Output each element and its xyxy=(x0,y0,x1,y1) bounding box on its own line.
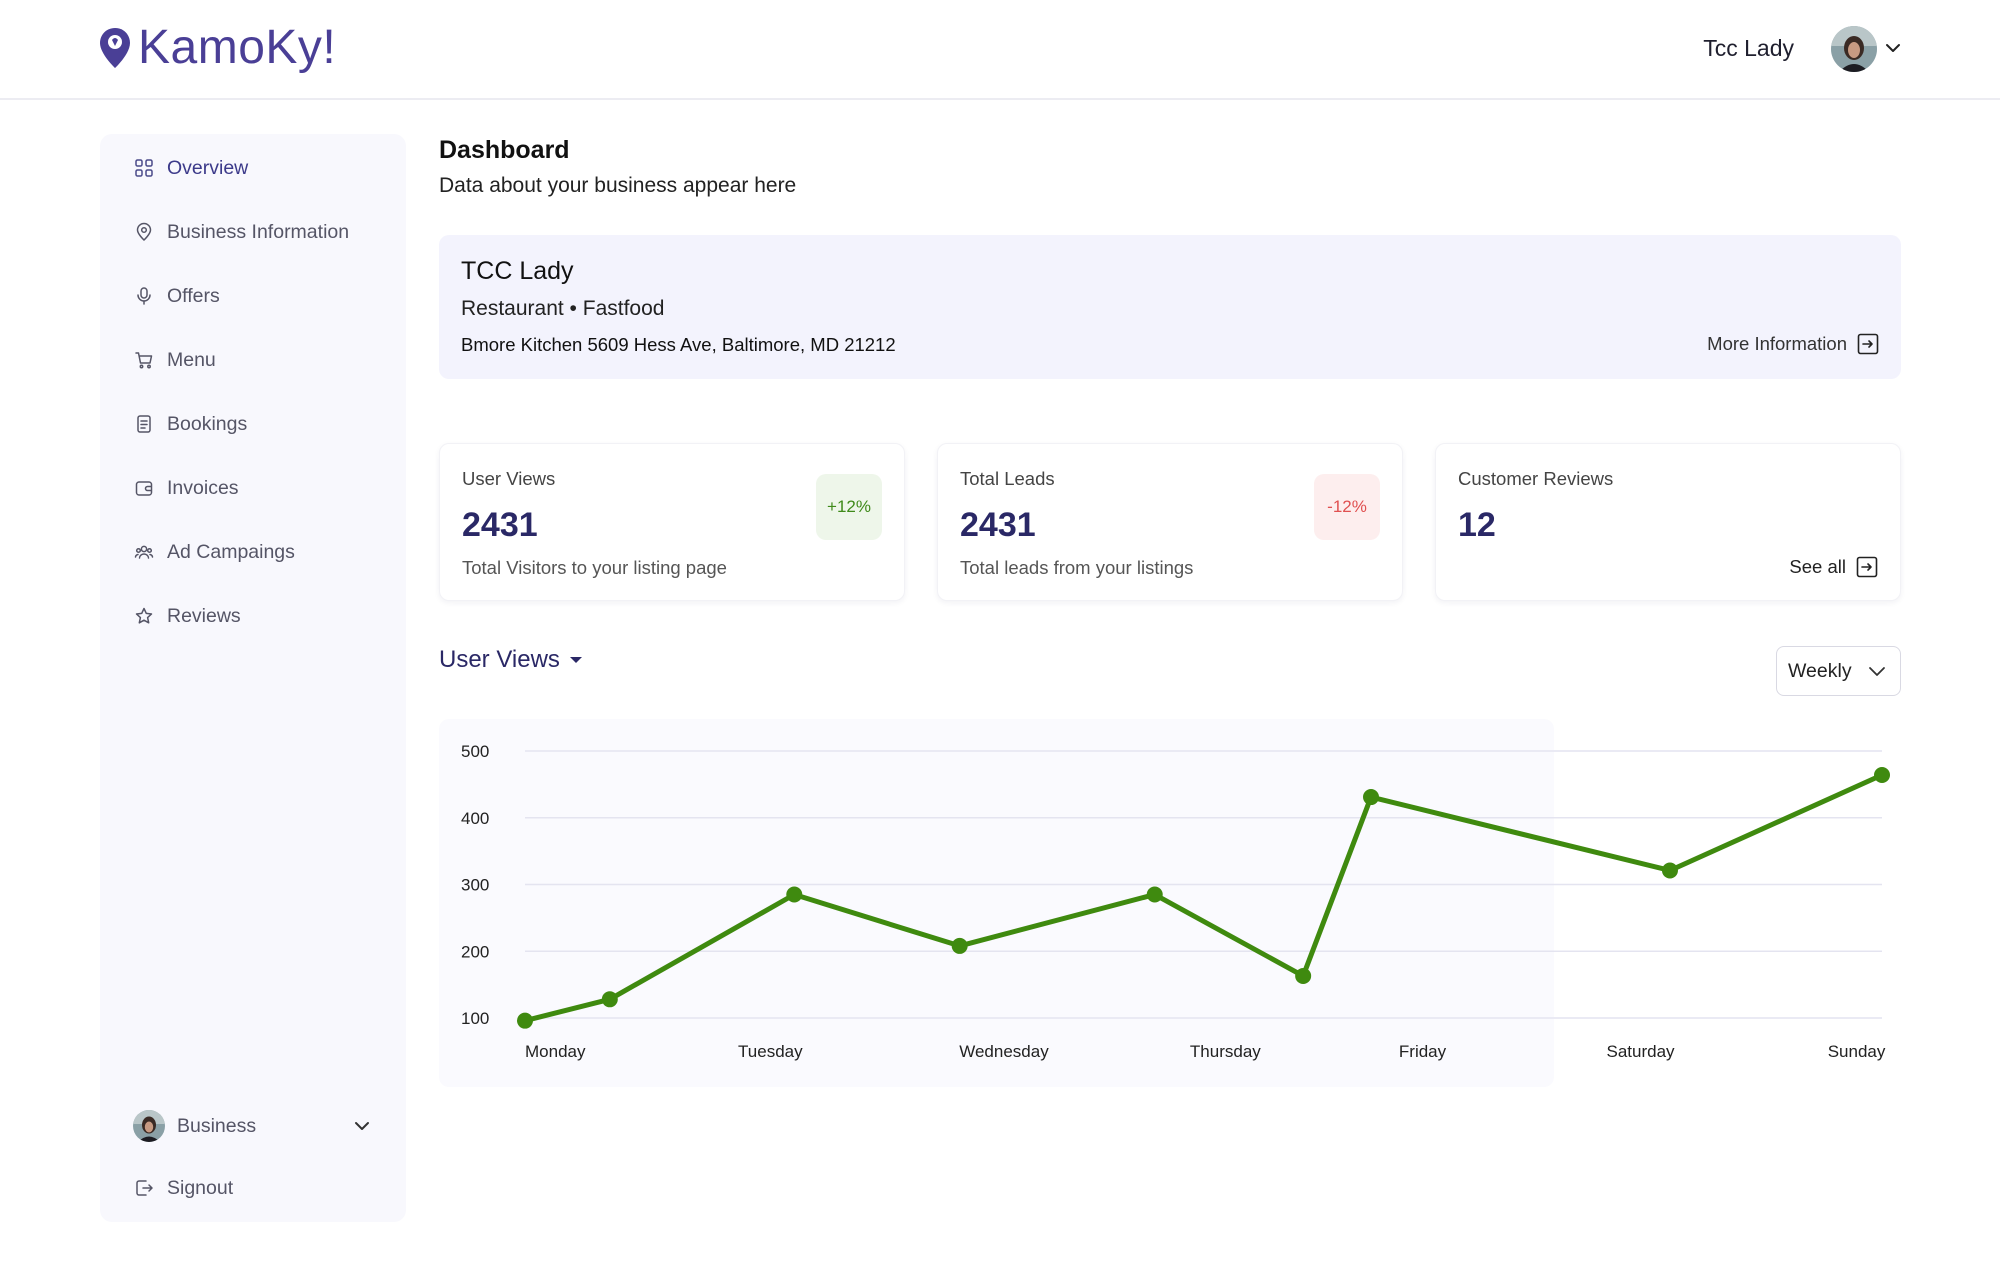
wallet-icon xyxy=(133,477,155,499)
sidebar-item-business-information[interactable]: Business Information xyxy=(100,207,406,257)
y-tick-label: 200 xyxy=(461,942,489,961)
chart-metric-selector[interactable]: User Views xyxy=(439,646,584,674)
stat-label: User Views xyxy=(462,468,556,489)
logo[interactable]: KamoKy! xyxy=(98,20,336,76)
signout-button[interactable]: Signout xyxy=(100,1163,406,1213)
trend-badge: -12% xyxy=(1314,474,1380,540)
business-address: Bmore Kitchen 5609 Hess Ave, Baltimore, … xyxy=(461,334,896,355)
stat-card-user-views: User Views 2431 Total Visitors to your l… xyxy=(439,443,905,601)
data-point[interactable] xyxy=(601,991,618,1008)
chart-metric-label: User Views xyxy=(439,646,560,673)
page-title: Dashboard xyxy=(439,136,570,164)
stat-label: Customer Reviews xyxy=(1458,468,1614,489)
location-pin-logo-icon xyxy=(100,28,130,68)
sidebar-item-label: Overview xyxy=(167,156,249,179)
x-tick-label: Tuesday xyxy=(738,1042,803,1061)
data-point[interactable] xyxy=(1363,789,1380,806)
data-point[interactable] xyxy=(1295,967,1312,984)
sidebar: Overview Business Information Offers Men… xyxy=(100,134,406,1222)
sidebar-item-offers[interactable]: Offers xyxy=(100,271,406,321)
sidebar-item-invoices[interactable]: Invoices xyxy=(100,463,406,513)
avatar-photo-icon xyxy=(1831,26,1877,72)
sidebar-item-label: Offers xyxy=(167,284,220,307)
avatar-photo-icon xyxy=(133,1110,165,1142)
y-tick-label: 100 xyxy=(461,1009,489,1028)
data-point[interactable] xyxy=(786,886,803,903)
period-dropdown[interactable]: Weekly xyxy=(1776,646,1901,696)
user-views-chart: 100 200 300 400 500 Monday Tuesday Wednesday Thu… xyxy=(439,719,1901,1087)
sidebar-item-label: Business Information xyxy=(167,220,350,243)
stat-label: Total Leads xyxy=(960,468,1055,489)
line-chart-svg: 100 200 300 400 500 Monday Tuesday Wednesday Thu… xyxy=(461,742,1890,1061)
arrow-right-box-icon xyxy=(1857,333,1879,355)
chevron-down-icon xyxy=(1869,667,1885,676)
y-tick-label: 500 xyxy=(461,742,489,761)
stat-value: 12 xyxy=(1458,506,1496,544)
header-user-name[interactable]: Tcc Lady xyxy=(1703,35,1794,61)
location-pin-icon xyxy=(133,221,155,243)
sidebar-item-bookings[interactable]: Bookings xyxy=(100,399,406,449)
sidebar-item-overview[interactable]: Overview xyxy=(100,143,406,193)
business-switcher[interactable]: Business xyxy=(133,1106,373,1146)
x-tick-label: Monday xyxy=(525,1042,586,1061)
see-all-link[interactable]: See all xyxy=(1789,556,1878,578)
y-tick-label: 400 xyxy=(461,809,489,828)
sidebar-item-ad-campaings[interactable]: Ad Campaings xyxy=(100,527,406,577)
users-icon xyxy=(133,541,155,563)
period-dropdown-value: Weekly xyxy=(1788,659,1852,682)
x-tick-label: Friday xyxy=(1399,1042,1447,1061)
stat-card-total-leads: Total Leads 2431 Total leads from your l… xyxy=(937,443,1403,601)
sidebar-item-label: Invoices xyxy=(167,476,239,499)
x-tick-label: Wednesday xyxy=(959,1042,1049,1061)
series-line xyxy=(522,772,1885,1024)
sidebar-item-label: Menu xyxy=(167,348,216,371)
arrow-right-box-icon xyxy=(1856,556,1878,578)
avatar[interactable] xyxy=(1831,26,1877,72)
more-information-label: More Information xyxy=(1707,333,1847,354)
data-point[interactable] xyxy=(1146,886,1163,903)
avatar xyxy=(133,1110,165,1142)
stat-description: Total Visitors to your listing page xyxy=(462,557,727,578)
stat-card-customer-reviews: Customer Reviews 12 See all xyxy=(1435,443,1901,601)
document-icon xyxy=(133,413,155,435)
business-category: Restaurant • Fastfood xyxy=(461,297,665,320)
trend-badge: +12% xyxy=(816,474,882,540)
grid-icon xyxy=(133,157,155,179)
page-subtitle: Data about your business appear here xyxy=(439,174,797,197)
more-information-link[interactable]: More Information xyxy=(1707,333,1879,355)
chevron-down-icon[interactable] xyxy=(351,1115,373,1137)
signout-label: Signout xyxy=(167,1176,234,1199)
business-switcher-label: Business xyxy=(177,1114,257,1137)
see-all-label: See all xyxy=(1789,556,1846,577)
data-point[interactable] xyxy=(517,1012,533,1029)
stat-value: 2431 xyxy=(960,506,1036,544)
business-card: TCC Lady Restaurant • Fastfood Bmore Kit… xyxy=(439,235,1901,379)
x-tick-label: Thursday xyxy=(1190,1042,1261,1061)
top-bar: KamoKy! Tcc Lady xyxy=(0,0,2000,100)
business-name: TCC Lady xyxy=(461,257,574,285)
stat-value: 2431 xyxy=(462,506,538,544)
stat-description: Total leads from your listings xyxy=(960,557,1194,578)
sidebar-item-label: Ad Campaings xyxy=(167,540,295,563)
sidebar-item-menu[interactable]: Menu xyxy=(100,335,406,385)
data-point[interactable] xyxy=(951,937,968,954)
logo-text: KamoKy! xyxy=(138,21,337,74)
cart-icon xyxy=(133,349,155,371)
sidebar-item-label: Bookings xyxy=(167,412,248,435)
sidebar-item-label: Reviews xyxy=(167,604,241,627)
x-tick-label: Saturday xyxy=(1607,1042,1676,1061)
star-icon xyxy=(133,605,155,627)
y-tick-label: 300 xyxy=(461,876,489,895)
data-point[interactable] xyxy=(1661,862,1678,879)
caret-down-icon xyxy=(569,657,582,663)
data-point[interactable] xyxy=(1874,767,1890,784)
sidebar-item-reviews[interactable]: Reviews xyxy=(100,591,406,641)
chart-background xyxy=(439,719,1554,1087)
x-tick-label: Sunday xyxy=(1828,1042,1886,1061)
logout-icon xyxy=(133,1177,155,1199)
chevron-down-icon[interactable] xyxy=(1883,38,1903,58)
microphone-icon xyxy=(133,285,155,307)
